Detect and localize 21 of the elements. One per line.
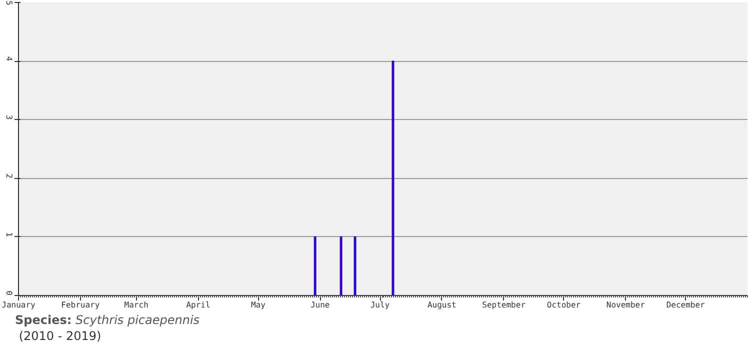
y-tick-label: 2 [4, 173, 14, 178]
x-tick-label: February [61, 300, 100, 310]
y-tick-label: 3 [4, 114, 14, 120]
x-tick-label: January [2, 300, 36, 310]
y-tick-label: 4 [4, 56, 14, 62]
x-tick-label: December [666, 300, 706, 310]
y-tick-label: 1 [4, 232, 14, 238]
x-tick-label: July [370, 300, 390, 310]
y-tick-label: 0 [4, 290, 14, 296]
x-tick-label: November [606, 300, 646, 310]
x-tick-label: September [482, 300, 526, 310]
x-tick-label: April [186, 300, 210, 310]
x-tick-label: October [546, 300, 581, 310]
text: Species: [15, 313, 72, 327]
x-tick-label: May [250, 300, 266, 310]
x-tick-label: March [124, 300, 149, 310]
y-tick-label: 5 [4, 0, 14, 6]
x-tick-label: June [310, 300, 330, 310]
text: Scythris picaepennis [76, 313, 200, 327]
text: (2010 - 2019) [18, 329, 102, 343]
x-tick-label: August [427, 300, 457, 310]
